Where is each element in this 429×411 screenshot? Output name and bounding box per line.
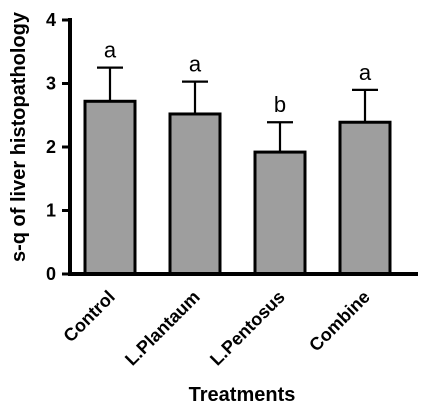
bar [168, 112, 222, 276]
category-label: L.Pentosus [206, 287, 289, 370]
data-labels-layer: a a b a [104, 38, 372, 118]
y-tick-label: 4 [46, 10, 56, 30]
y-ticks-layer: 0 1 2 3 4 [46, 10, 70, 284]
x-axis-title: Treatments [189, 384, 296, 406]
category-label: L.Plantaum [121, 287, 204, 370]
category-label: Control [59, 287, 118, 346]
data-label: a [104, 38, 117, 63]
data-label: a [189, 52, 202, 77]
category-labels-layer: Control L.Plantaum L.Pentosus Combine [59, 287, 373, 370]
bar [253, 150, 307, 276]
data-label: a [359, 60, 372, 85]
y-axis-title: s-q of liver histopathology [8, 11, 30, 262]
y-tick-label: 2 [46, 137, 56, 157]
bar [338, 120, 392, 276]
y-tick-label: 3 [46, 74, 56, 94]
y-tick-label: 0 [46, 264, 56, 284]
data-label: b [274, 92, 286, 117]
bar [83, 99, 137, 276]
bars-layer [83, 99, 392, 276]
y-tick-label: 1 [46, 201, 56, 221]
error-bars-layer [97, 66, 378, 153]
category-label: Combine [305, 287, 374, 356]
